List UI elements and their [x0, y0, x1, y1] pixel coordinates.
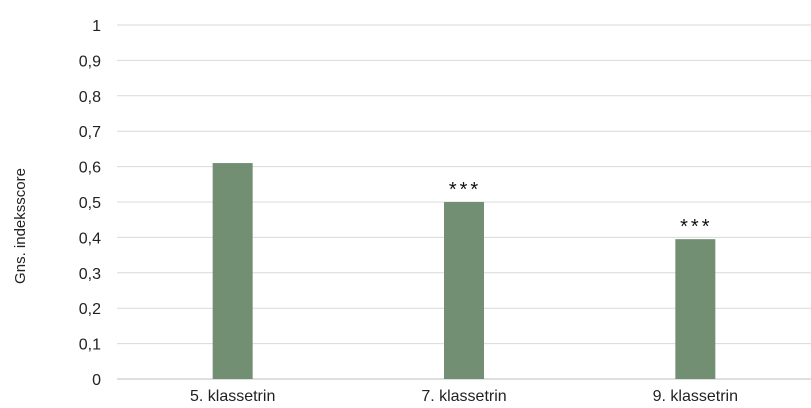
- y-tick-label: 0,5: [79, 195, 101, 212]
- bars: [212, 163, 716, 379]
- x-tick-label: 5. klassetrin: [190, 388, 275, 405]
- y-tick-label: 0,3: [79, 266, 101, 283]
- bar: [444, 202, 484, 379]
- y-axis-ticks: 0 0,1 0,2 0,3 0,4 0,5 0,6 0,7 0,8 0,9 1: [79, 18, 101, 389]
- y-tick-label: 0,4: [79, 230, 101, 247]
- x-tick-label: 7. klassetrin: [421, 388, 506, 405]
- y-tick-label: 0,6: [79, 160, 101, 177]
- significance-annotation: ***: [449, 179, 481, 201]
- bar: [675, 239, 716, 379]
- x-tick-label: 9. klassetrin: [653, 388, 738, 405]
- significance-annotations: *** ***: [449, 179, 712, 238]
- y-tick-label: 0,7: [79, 124, 101, 141]
- bar: [212, 163, 253, 379]
- y-tick-label: 0,8: [79, 89, 101, 106]
- y-tick-label: 0,1: [79, 337, 101, 354]
- y-tick-label: 0,2: [79, 301, 101, 318]
- y-axis-label: Gns. indeksscore: [12, 168, 29, 284]
- x-axis-ticks: 5. klassetrin 7. klassetrin 9. klassetrin: [190, 388, 738, 405]
- significance-annotation: ***: [680, 216, 712, 238]
- y-tick-label: 0: [92, 372, 101, 389]
- y-tick-label: 0,9: [79, 53, 101, 70]
- y-tick-label: 1: [92, 18, 101, 35]
